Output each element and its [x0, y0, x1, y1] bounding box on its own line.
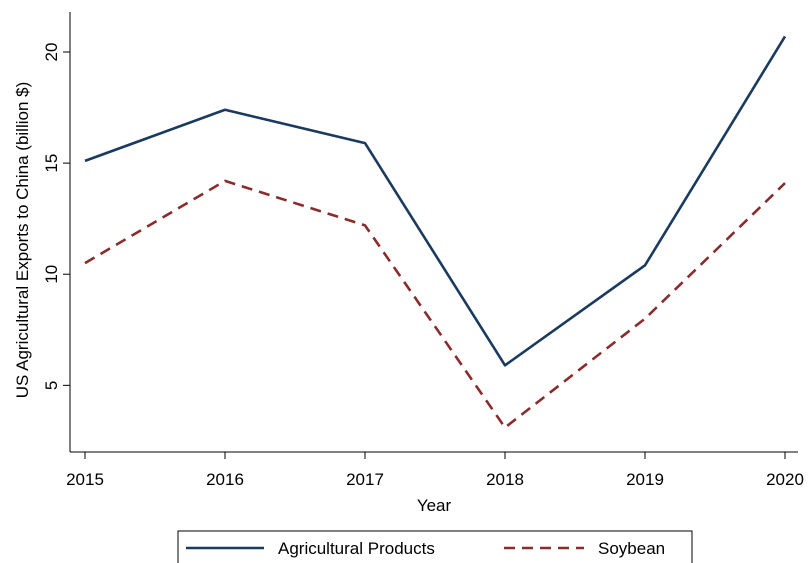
- y-axis-title: US Agricultural Exports to China (billio…: [13, 82, 32, 399]
- x-tick-label: 2018: [486, 470, 524, 489]
- series-line-1: [84, 35, 787, 367]
- legend-label: Soybean: [598, 539, 665, 558]
- y-tick-label: 10: [42, 265, 61, 284]
- y-tick-label: 5: [42, 381, 61, 390]
- series-lines: [84, 35, 787, 429]
- x-tick-label: 2017: [346, 470, 384, 489]
- legend-label: Agricultural Products: [278, 539, 435, 558]
- x-tick-label: 2019: [626, 470, 664, 489]
- y-tick-label: 15: [42, 154, 61, 173]
- x-tick-label: 2020: [766, 470, 804, 489]
- x-tick-label: 2015: [66, 470, 104, 489]
- y-tick-label: 20: [42, 43, 61, 62]
- x-axis-ticks: 2015 2016 2017 2018 2019 2020: [66, 452, 804, 489]
- x-tick-label: 2016: [206, 470, 244, 489]
- series-line-2: [84, 179, 786, 429]
- x-axis-title: Year: [417, 496, 452, 515]
- y-axis-ticks: 5 10 15 20: [42, 43, 70, 390]
- legend: Agricultural Products Soybean: [177, 530, 693, 563]
